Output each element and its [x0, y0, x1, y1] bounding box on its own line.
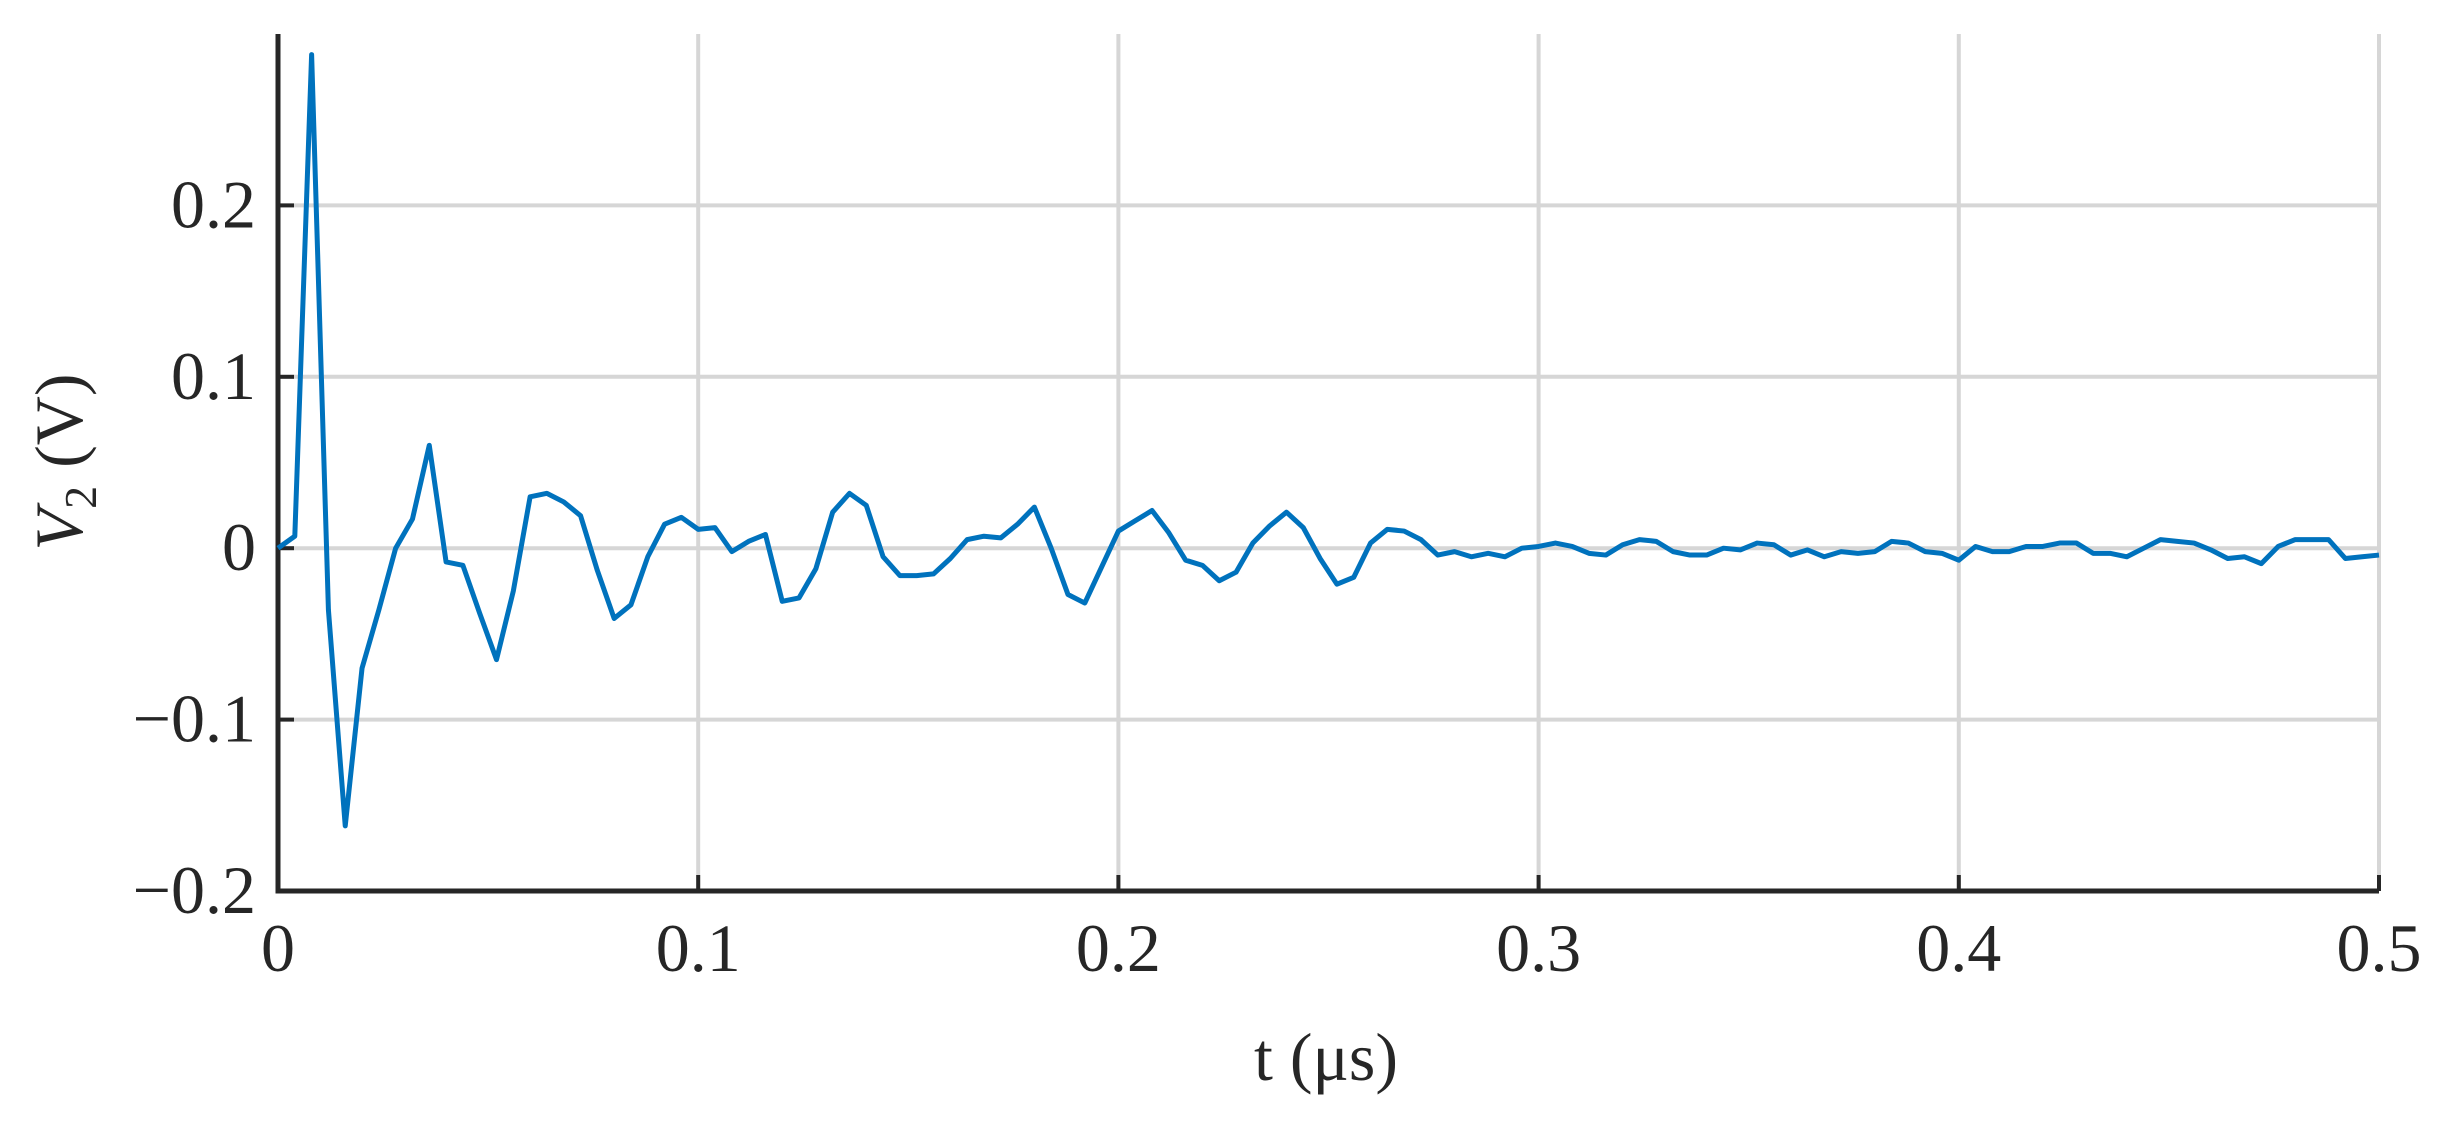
y-tick-label: 0.1 [171, 338, 256, 414]
y-tick-label: 0 [222, 509, 256, 585]
x-tick-label: 0.3 [1496, 910, 1581, 986]
x-tick-label: 0.2 [1076, 910, 1161, 986]
y-label-subscript: 2 [55, 486, 106, 509]
x-tick-label: 0.4 [1916, 910, 2001, 986]
y-axis-label: V2 (V) [21, 374, 106, 551]
y-tick-label: 0.2 [171, 166, 256, 242]
x-tick-label: 0.1 [656, 910, 741, 986]
data-line [276, 52, 2380, 829]
y-tick-label: −0.2 [133, 852, 256, 928]
x-tick-label: 0 [261, 910, 295, 986]
axis-frame [275, 34, 2379, 894]
y-label-unit: (V) [21, 374, 97, 468]
y-label-symbol: V [21, 501, 97, 550]
y-tick-label: −0.1 [133, 681, 256, 757]
x-tick-label: 0.5 [2337, 910, 2422, 986]
x-axis-label: t (μs) [1254, 1019, 1398, 1095]
